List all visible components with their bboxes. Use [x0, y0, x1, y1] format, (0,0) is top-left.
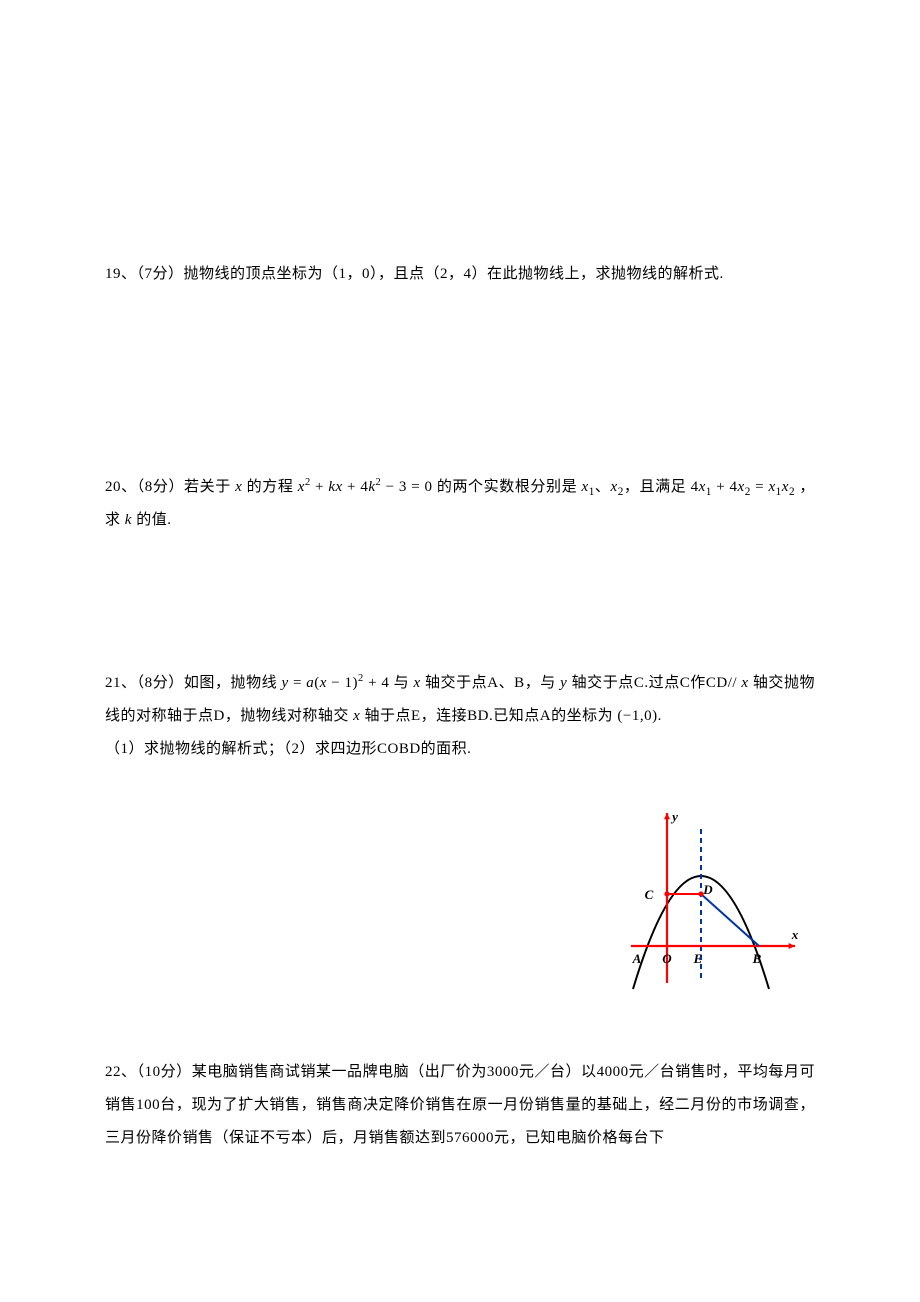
- q19-text: 抛物线的顶点坐标为（1，0），且点（2，4）在此抛物线上，求抛物线的解析式.: [184, 266, 724, 282]
- q21-dot: .: [658, 708, 662, 724]
- problem-19: 19、（7分）抛物线的顶点坐标为（1，0），且点（2，4）在此抛物线上，求抛物线…: [105, 258, 815, 291]
- q21-body: 21、（8分）如图，抛物线 y = a(x − 1)2 + 4 与 x 轴交于点…: [105, 667, 815, 766]
- q21-coordA: (−1,0): [617, 708, 657, 724]
- q20-x1: x1: [582, 479, 595, 495]
- q21-l1d: 轴交于点C.过点C作CD//: [572, 675, 737, 691]
- svg-text:C: C: [645, 887, 654, 902]
- svg-text:O: O: [662, 951, 672, 966]
- q21-l1c: 轴交于点A、B，与: [425, 675, 556, 691]
- q21-l1a: 如图，抛物线: [184, 675, 277, 691]
- q21-diagram-holder: A O E B C Dx y: [105, 801, 815, 991]
- svg-text:E: E: [693, 951, 703, 966]
- q21-eq1: y = a(x − 1)2 + 4: [282, 675, 394, 691]
- q21-number: 21、: [105, 675, 137, 691]
- q20-var-x: x: [235, 479, 247, 495]
- q22-number: 22、: [105, 1064, 137, 1080]
- q20-sep: 、: [595, 479, 611, 495]
- q20-mid1: 的方程: [247, 479, 294, 495]
- q20-mid3: ，且满足: [624, 479, 686, 495]
- svg-text:A: A: [632, 951, 642, 966]
- q20-eq2: 4x1 + 4x2 = x1x2: [691, 479, 800, 495]
- q21-vx1: x: [414, 675, 425, 691]
- q20-number: 20、: [105, 479, 137, 495]
- svg-text:B: B: [752, 951, 762, 966]
- q20-points: （8分）: [137, 479, 184, 495]
- q20-lead: 若关于: [184, 479, 231, 495]
- problem-21: 21、（8分）如图，抛物线 y = a(x − 1)2 + 4 与 x 轴交于点…: [105, 667, 815, 766]
- q20-x2: x2: [611, 479, 624, 495]
- q20-mid2: 的两个实数根分别是: [437, 479, 577, 495]
- q20-var-k: k: [125, 512, 136, 528]
- q21-diagram: A O E B C Dx y: [605, 801, 805, 991]
- q20-eq1: x2 + kx + 4k2 − 3 = 0: [298, 479, 437, 495]
- q21-subq: （1）求抛物线的解析式；（2）求四边形COBD的面积.: [105, 741, 471, 757]
- svg-text:y: y: [670, 809, 678, 824]
- q21-l2b: 轴于点E，连接BD.已知点A的坐标为: [365, 708, 614, 724]
- problem-20: 20、（8分）若关于 x 的方程 x2 + kx + 4k2 − 3 = 0 的…: [105, 471, 815, 537]
- problem-22: 22、（10分）某电脑销售商试销某一品牌电脑（出厂价为3000元／台）以4000…: [105, 1056, 815, 1155]
- q22-points: （10分）: [137, 1064, 192, 1080]
- q19-number: 19、: [105, 266, 137, 282]
- svg-text:D: D: [702, 882, 713, 897]
- q21-vy: y: [560, 675, 571, 691]
- q21-points: （8分）: [137, 675, 184, 691]
- q21-l1b: 与: [394, 675, 410, 691]
- q19-points: （7分）: [137, 266, 184, 282]
- q21-vx2: x: [741, 675, 752, 691]
- q22-text: 某电脑销售商试销某一品牌电脑（出厂价为3000元／台）以4000元／台销售时，平…: [105, 1064, 815, 1146]
- svg-text:x: x: [791, 927, 799, 942]
- q20-tail: 的值.: [136, 512, 171, 528]
- q21-vx3: x: [353, 708, 364, 724]
